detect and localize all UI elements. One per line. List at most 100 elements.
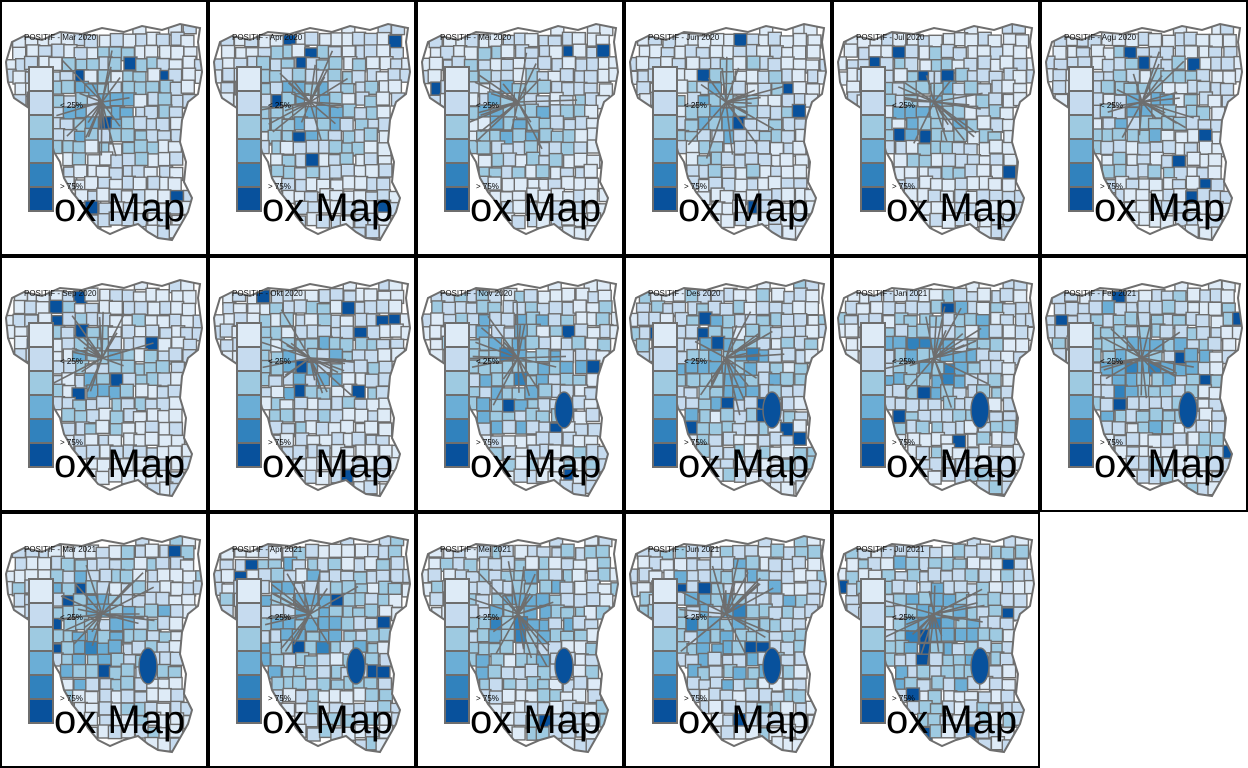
district-region bbox=[109, 410, 124, 425]
district-region bbox=[181, 302, 197, 318]
district-region bbox=[317, 408, 332, 424]
district-region bbox=[377, 348, 392, 363]
legend-low-label: < 25% bbox=[684, 613, 707, 622]
boundary-line bbox=[490, 92, 519, 103]
district-region bbox=[978, 568, 993, 583]
district-region bbox=[328, 56, 343, 71]
district-region bbox=[904, 44, 919, 59]
district-region bbox=[377, 422, 393, 437]
district-region bbox=[1136, 311, 1151, 327]
district-region bbox=[1211, 420, 1226, 435]
legend-swatch bbox=[236, 114, 262, 140]
district-region bbox=[524, 384, 539, 400]
district-region bbox=[375, 467, 391, 483]
district-region bbox=[1051, 79, 1067, 95]
boundary-line bbox=[272, 101, 311, 133]
boundary-line bbox=[516, 301, 519, 359]
district-region bbox=[891, 383, 907, 399]
boundary-line bbox=[933, 101, 966, 141]
legend-swatch bbox=[28, 626, 54, 652]
district-region bbox=[363, 300, 379, 315]
legend-swatch bbox=[236, 442, 262, 468]
legend-swatch bbox=[1068, 394, 1094, 420]
boundary-line bbox=[273, 592, 311, 615]
district-region bbox=[1046, 324, 1057, 339]
boundary-line bbox=[725, 582, 760, 615]
legend-swatch bbox=[236, 394, 262, 420]
district-region bbox=[571, 568, 586, 583]
district-region bbox=[108, 300, 124, 315]
legend-swatch bbox=[860, 370, 886, 396]
district-region bbox=[487, 176, 502, 191]
district-region bbox=[60, 79, 76, 95]
district-region bbox=[1002, 338, 1017, 353]
panel-title: POSITIF - Jul 2020 bbox=[856, 33, 925, 42]
boundary-line bbox=[91, 613, 103, 647]
district-region bbox=[378, 163, 393, 178]
boundary-line bbox=[73, 581, 103, 615]
district-region bbox=[61, 407, 76, 423]
boundary-line bbox=[933, 79, 952, 103]
district-region bbox=[583, 69, 599, 85]
district-region bbox=[375, 299, 391, 314]
boundary-line bbox=[61, 59, 103, 103]
district-region bbox=[133, 300, 149, 316]
boundary-line bbox=[492, 357, 519, 406]
legend-swatch bbox=[652, 674, 678, 700]
district-region bbox=[346, 647, 366, 685]
district-region bbox=[525, 335, 540, 350]
district-region bbox=[987, 397, 1002, 412]
map-panel: POSITIF - Mar 2020 < 25% > 75% ox Map bbox=[0, 0, 208, 256]
panel-title: POSITIF - Agu 2020 bbox=[1064, 33, 1137, 42]
district-region bbox=[1198, 140, 1214, 155]
legend-swatch bbox=[652, 418, 678, 444]
boundary-line bbox=[89, 357, 103, 392]
district-region bbox=[339, 419, 355, 435]
legend-swatch bbox=[444, 418, 470, 444]
district-region bbox=[559, 360, 574, 376]
district-region bbox=[975, 301, 991, 316]
district-region bbox=[987, 591, 1002, 607]
boundary-line bbox=[1141, 331, 1181, 359]
boundary-line bbox=[309, 357, 353, 397]
boundary-line bbox=[707, 77, 727, 103]
district-region bbox=[170, 581, 185, 597]
district-region bbox=[573, 593, 588, 609]
district-region bbox=[792, 419, 807, 434]
boundary-line bbox=[100, 101, 103, 156]
boundary-line bbox=[725, 357, 741, 416]
boundary-line bbox=[66, 101, 103, 137]
district-region bbox=[1183, 31, 1198, 46]
district-region bbox=[71, 152, 87, 167]
legend-swatch bbox=[860, 698, 886, 724]
legend-swatch bbox=[652, 346, 678, 372]
boundary-line bbox=[517, 357, 520, 393]
district-region bbox=[562, 128, 577, 144]
boundary-line bbox=[260, 101, 311, 111]
district-region bbox=[549, 115, 565, 130]
legend-high-label: > 75% bbox=[476, 694, 499, 703]
district-region bbox=[792, 164, 808, 179]
boundary-line bbox=[487, 315, 519, 359]
boundary-line bbox=[517, 613, 548, 667]
district-region bbox=[430, 312, 445, 327]
district-region bbox=[1207, 336, 1222, 352]
district-region bbox=[571, 395, 587, 410]
district-region bbox=[976, 543, 991, 558]
boundary-line bbox=[725, 89, 756, 103]
legend-swatch bbox=[28, 162, 54, 188]
district-region bbox=[793, 582, 809, 597]
district-region bbox=[429, 591, 444, 607]
district-region bbox=[219, 592, 234, 607]
boundary-line bbox=[1116, 88, 1143, 103]
boundary-line bbox=[101, 101, 121, 127]
boundary-line bbox=[517, 613, 550, 646]
legend-swatch bbox=[444, 322, 470, 348]
district-region bbox=[168, 408, 183, 424]
district-region bbox=[780, 56, 795, 71]
district-region bbox=[954, 67, 970, 83]
district-region bbox=[487, 664, 502, 679]
legend-swatch bbox=[860, 602, 886, 628]
legend-swatch bbox=[444, 138, 470, 164]
district-region bbox=[339, 117, 354, 133]
